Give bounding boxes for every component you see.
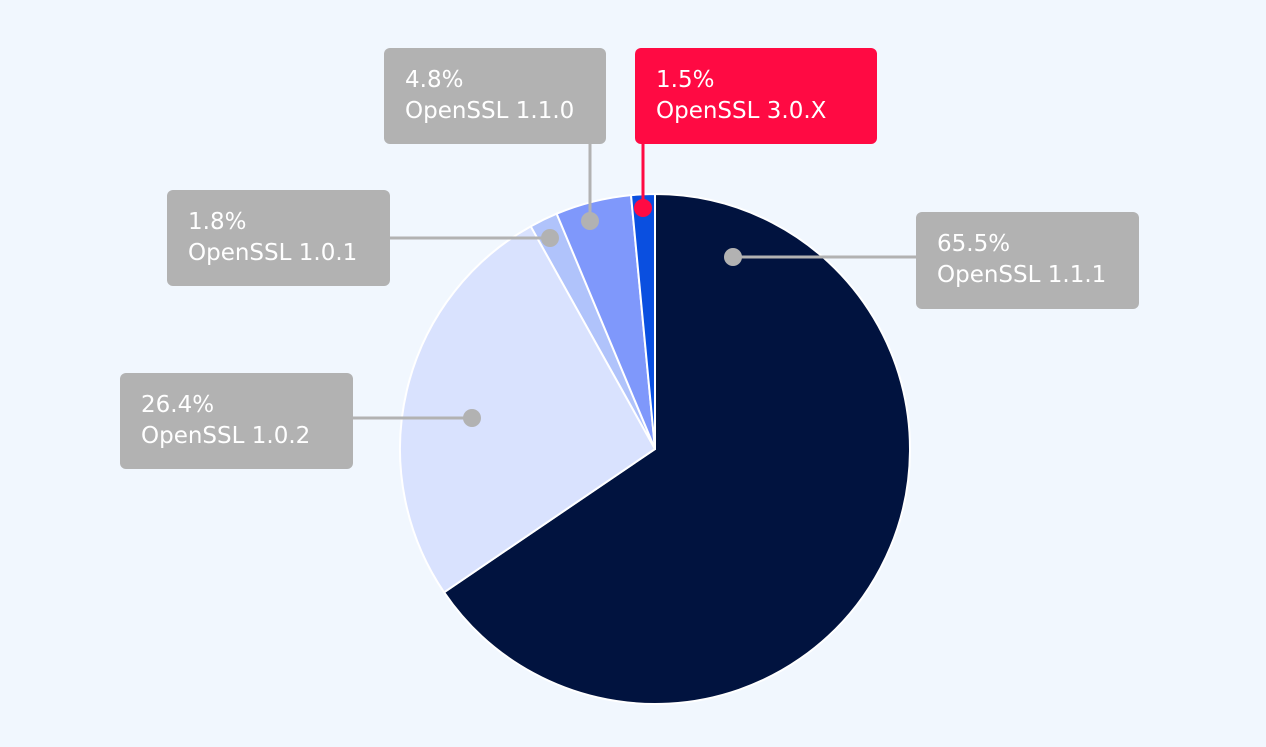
callout-anchor-dot bbox=[541, 229, 559, 247]
callout-anchor-dot bbox=[581, 212, 599, 230]
callout-openssl-1-1-1: 65.5% OpenSSL 1.1.1 bbox=[916, 212, 1139, 309]
callout-openssl-1-0-2: 26.4% OpenSSL 1.0.2 bbox=[120, 373, 353, 469]
callout-value: 65.5% bbox=[937, 231, 1011, 257]
pie-slice-openssl-1-1-1 bbox=[443, 193, 911, 705]
callout-anchor-dot bbox=[634, 199, 652, 217]
callout-label: OpenSSL 1.1.0 bbox=[405, 98, 575, 124]
callout-label: OpenSSL 1.0.1 bbox=[188, 240, 358, 266]
callout-openssl-1-0-1: 1.8% OpenSSL 1.0.1 bbox=[167, 190, 390, 286]
callout-value: 1.8% bbox=[188, 209, 247, 235]
callout-label: OpenSSL 1.1.1 bbox=[937, 262, 1107, 288]
callout-anchor-dot bbox=[463, 409, 481, 427]
callout-openssl-3-0-x: 1.5% OpenSSL 3.0.X bbox=[635, 48, 877, 144]
callout-value: 1.5% bbox=[656, 67, 715, 93]
callout-value: 26.4% bbox=[141, 392, 215, 418]
callout-value: 4.8% bbox=[405, 67, 464, 93]
callout-anchor-dot bbox=[724, 248, 742, 266]
callout-label: OpenSSL 3.0.X bbox=[656, 98, 827, 124]
pie-slice-openssl-1-0-2 bbox=[399, 225, 656, 594]
callout-label: OpenSSL 1.0.2 bbox=[141, 423, 311, 449]
callout-openssl-1-1-0: 4.8% OpenSSL 1.1.0 bbox=[384, 48, 606, 144]
